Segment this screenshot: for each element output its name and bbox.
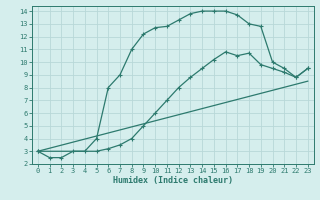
X-axis label: Humidex (Indice chaleur): Humidex (Indice chaleur)	[113, 176, 233, 185]
